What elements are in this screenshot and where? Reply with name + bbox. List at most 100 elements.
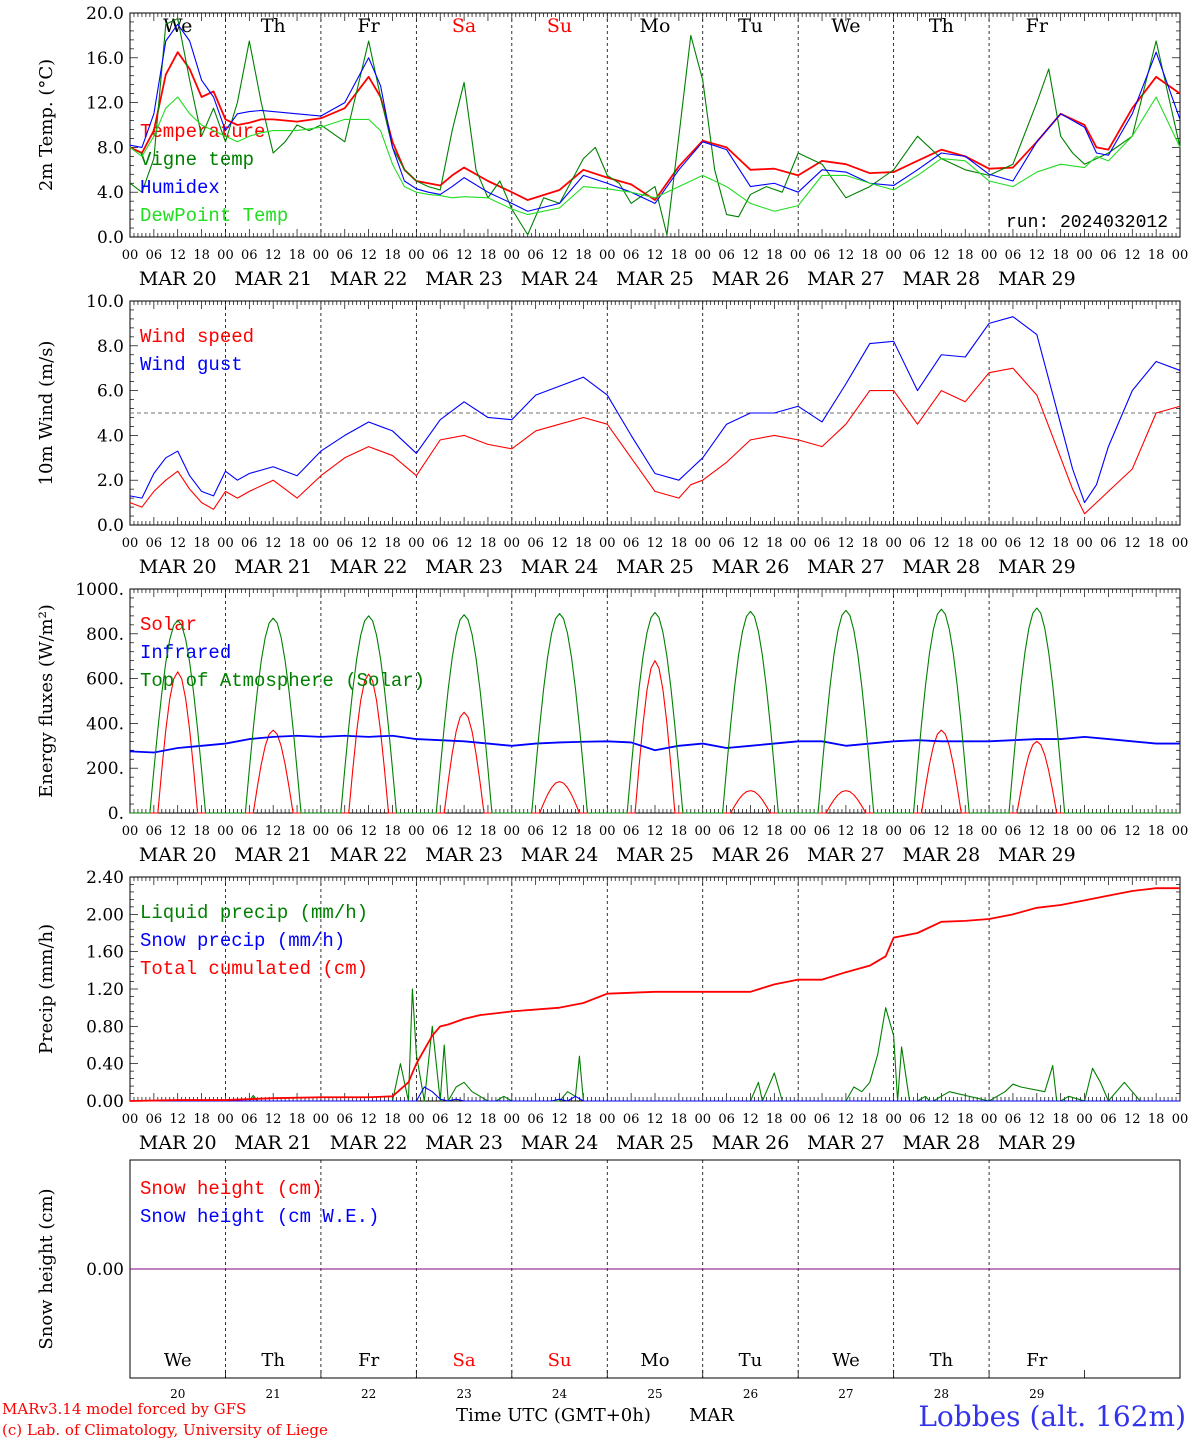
day-number-label: 27 xyxy=(838,1387,853,1401)
x-tick-label: 00 xyxy=(599,536,616,551)
y-axis-label: Precip (mm/h) xyxy=(36,924,57,1054)
x-tick-label: 06 xyxy=(432,1112,449,1127)
x-tick-label: 12 xyxy=(838,1112,855,1127)
x-tick-label: 18 xyxy=(1148,824,1165,839)
run-label: run: 2024032012 xyxy=(1006,213,1168,233)
x-tick-label: 06 xyxy=(909,1112,926,1127)
x-date-label: MAR 22 xyxy=(330,556,408,578)
model-credit: MARv3.14 model forced by GFS xyxy=(2,1400,247,1418)
legend-entry: Temperature xyxy=(140,121,265,143)
x-date-label: MAR 25 xyxy=(616,268,694,290)
series-line-dewpoint-temp xyxy=(129,96,1181,216)
x-tick-label: 18 xyxy=(766,248,783,263)
x-date-label: MAR 24 xyxy=(521,556,599,578)
day-name-label: Mo xyxy=(640,15,671,37)
x-date-label: MAR 20 xyxy=(139,556,217,578)
x-tick-label: 06 xyxy=(1100,1112,1117,1127)
x-tick-label: 12 xyxy=(933,1112,950,1127)
x-tick-label: 12 xyxy=(742,536,759,551)
x-tick-label: 18 xyxy=(480,1112,497,1127)
y-tick-label: 200. xyxy=(86,759,124,779)
x-date-label: MAR 25 xyxy=(616,1132,694,1154)
x-tick-label: 00 xyxy=(122,536,139,551)
x-tick-label: 06 xyxy=(146,1112,163,1127)
x-tick-label: 00 xyxy=(981,824,998,839)
x-tick-label: 12 xyxy=(1124,248,1141,263)
y-tick-label: 1.20 xyxy=(86,980,124,1000)
y-tick-label: 0.0 xyxy=(97,228,124,248)
x-tick-label: 18 xyxy=(671,536,688,551)
x-tick-label: 18 xyxy=(957,536,974,551)
x-tick-label: 18 xyxy=(957,248,974,263)
lab-credit: (c) Lab. of Climatology, University of L… xyxy=(2,1421,328,1439)
day-name-label: Sa xyxy=(452,15,476,37)
x-tick-label: 18 xyxy=(193,824,210,839)
x-tick-label: 06 xyxy=(527,536,544,551)
x-tick-label: 12 xyxy=(838,536,855,551)
y-tick-label: 0. xyxy=(108,804,124,824)
x-tick-label: 18 xyxy=(575,1112,592,1127)
day-name-label: Su xyxy=(548,1350,572,1371)
x-tick-label: 18 xyxy=(193,1112,210,1127)
x-date-label: MAR 28 xyxy=(903,844,981,866)
x-tick-label: 00 xyxy=(981,536,998,551)
x-tick-label: 00 xyxy=(122,824,139,839)
y-tick-label: 0.00 xyxy=(86,1092,124,1112)
series-line-temperature xyxy=(129,51,1181,201)
x-tick-label: 00 xyxy=(408,1112,425,1127)
y-tick-label: 4.0 xyxy=(97,183,124,203)
x-tick-label: 06 xyxy=(814,1112,831,1127)
x-tick-label: 00 xyxy=(504,1112,521,1127)
x-tick-label: 18 xyxy=(289,1112,306,1127)
x-tick-label: 12 xyxy=(647,248,664,263)
x-tick-label: 00 xyxy=(694,824,711,839)
x-tick-label: 18 xyxy=(1052,536,1069,551)
x-tick-label: 00 xyxy=(1076,824,1093,839)
x-tick-label: 00 xyxy=(981,1112,998,1127)
x-tick-label: 06 xyxy=(814,536,831,551)
x-tick-label: 00 xyxy=(694,248,711,263)
x-tick-label: 06 xyxy=(1005,248,1022,263)
x-tick-label: 06 xyxy=(336,536,353,551)
x-date-label: MAR 29 xyxy=(998,556,1076,578)
x-tick-label: 00 xyxy=(885,1112,902,1127)
x-tick-label: 12 xyxy=(265,1112,282,1127)
legend-entry: Top of Atmosphere (Solar) xyxy=(140,670,425,692)
x-tick-label: 00 xyxy=(217,1112,234,1127)
x-tick-label: 12 xyxy=(933,536,950,551)
y-axis-label: 10m Wind (m/s) xyxy=(36,341,57,486)
x-tick-label: 06 xyxy=(336,824,353,839)
x-tick-label: 18 xyxy=(480,536,497,551)
x-tick-label: 06 xyxy=(146,536,163,551)
x-tick-label: 12 xyxy=(551,248,568,263)
series-line-total-cumulated-cm- xyxy=(129,887,1180,1102)
day-name-label: We xyxy=(832,1350,860,1371)
x-tick-label: 00 xyxy=(504,536,521,551)
x-tick-label: 00 xyxy=(313,1112,330,1127)
x-tick-label: 18 xyxy=(575,536,592,551)
x-date-label: MAR 20 xyxy=(139,844,217,866)
x-tick-label: 06 xyxy=(1100,248,1117,263)
x-date-label: MAR 25 xyxy=(616,556,694,578)
x-tick-label: 18 xyxy=(289,536,306,551)
x-tick-label: 12 xyxy=(647,536,664,551)
x-tick-label: 06 xyxy=(1100,824,1117,839)
day-name-label: Th xyxy=(261,1350,285,1371)
x-tick-label: 12 xyxy=(742,1112,759,1127)
x-tick-label: 00 xyxy=(599,248,616,263)
day-name-label: We xyxy=(163,15,192,37)
x-date-label: MAR 21 xyxy=(234,844,312,866)
x-tick-label: 12 xyxy=(265,824,282,839)
x-tick-label: 00 xyxy=(122,248,139,263)
day-number-label: 26 xyxy=(743,1387,758,1401)
day-name-label: Tu xyxy=(738,15,763,37)
x-tick-label: 18 xyxy=(766,536,783,551)
x-tick-label: 18 xyxy=(1052,248,1069,263)
x-tick-label: 12 xyxy=(838,824,855,839)
x-tick-label: 12 xyxy=(360,536,377,551)
x-tick-label: 00 xyxy=(1172,824,1189,839)
x-date-label: MAR 24 xyxy=(521,268,599,290)
day-number-label: 29 xyxy=(1029,1387,1044,1401)
x-tick-label: 12 xyxy=(1029,824,1046,839)
